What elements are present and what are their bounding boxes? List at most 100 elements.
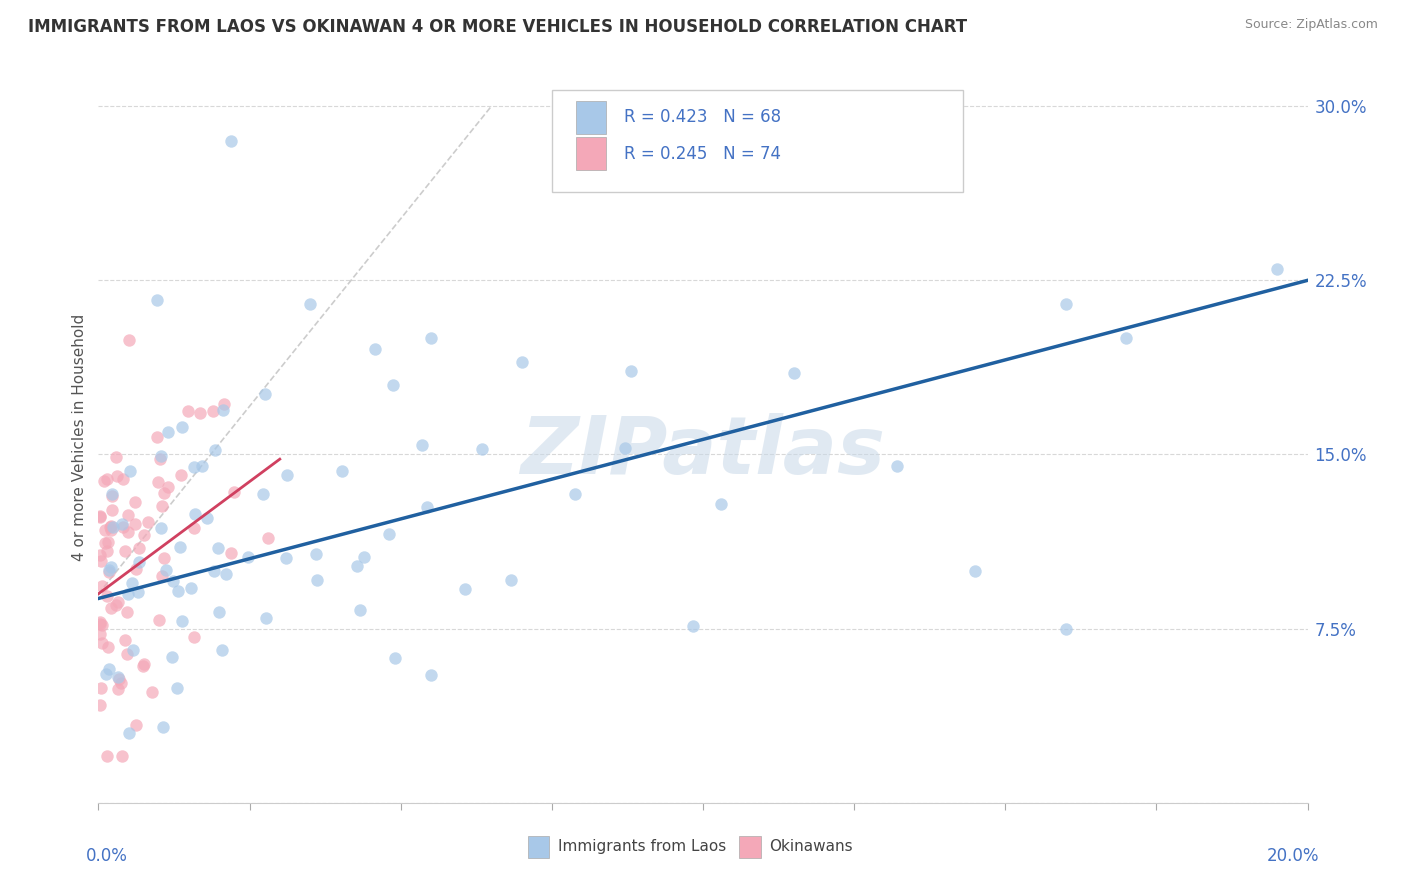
Point <box>100 519 122 533</box>
Point <box>166 681 188 696</box>
Point <box>90 681 112 695</box>
Point <box>110 676 132 690</box>
Text: ZIPatlas: ZIPatlas <box>520 413 886 491</box>
Point <box>170 468 193 483</box>
Point <box>614 441 637 455</box>
Point <box>117 647 139 661</box>
Point <box>114 544 136 558</box>
Point <box>180 581 202 595</box>
Point <box>128 555 150 569</box>
Point <box>91 579 114 593</box>
Point <box>219 546 242 560</box>
Point <box>111 749 134 764</box>
Bar <box>576 101 606 134</box>
Point <box>160 649 183 664</box>
Point <box>89 510 111 524</box>
Point <box>177 404 200 418</box>
Point <box>1115 331 1137 345</box>
Point <box>349 603 371 617</box>
Point <box>100 523 122 537</box>
Point <box>120 464 142 478</box>
Point <box>111 520 134 534</box>
Point <box>155 563 177 577</box>
Point <box>90 554 112 568</box>
Text: R = 0.423   N = 68: R = 0.423 N = 68 <box>624 109 782 127</box>
Point <box>378 527 401 541</box>
Point <box>150 500 173 514</box>
Point <box>107 595 129 609</box>
Point <box>146 430 169 444</box>
Point <box>128 541 150 555</box>
Point <box>127 585 149 599</box>
Point <box>305 547 328 561</box>
Point <box>112 472 135 486</box>
Point <box>510 354 533 368</box>
Point <box>162 574 184 588</box>
Point <box>381 378 404 392</box>
Point <box>783 366 806 380</box>
Point <box>105 469 128 483</box>
Text: IMMIGRANTS FROM LAOS VS OKINAWAN 4 OR MORE VEHICLES IN HOUSEHOLD CORRELATION CHA: IMMIGRANTS FROM LAOS VS OKINAWAN 4 OR MO… <box>28 18 967 36</box>
Point <box>89 698 111 713</box>
Point <box>91 636 114 650</box>
Point <box>183 521 205 535</box>
Point <box>202 404 225 418</box>
Point <box>307 573 329 587</box>
Point <box>125 718 148 732</box>
Point <box>149 451 172 466</box>
Text: Okinawans: Okinawans <box>769 839 853 855</box>
Point <box>104 450 127 465</box>
Point <box>152 550 174 565</box>
Y-axis label: 4 or more Vehicles in Household: 4 or more Vehicles in Household <box>72 313 87 561</box>
Point <box>1054 296 1077 310</box>
Point <box>169 541 191 555</box>
Point <box>145 293 167 307</box>
Point <box>98 566 121 580</box>
Point <box>98 520 121 534</box>
Point <box>100 560 122 574</box>
Bar <box>527 836 550 858</box>
Point <box>184 507 207 521</box>
Point <box>204 442 226 457</box>
Point <box>148 614 170 628</box>
Point <box>107 671 129 685</box>
Point <box>96 471 118 485</box>
Point <box>236 550 259 565</box>
Point <box>224 484 246 499</box>
Point <box>682 619 704 633</box>
Point <box>93 474 115 488</box>
Point <box>148 475 170 490</box>
Point <box>114 633 136 648</box>
Point <box>195 511 218 525</box>
Point <box>101 487 124 501</box>
Point <box>190 458 212 473</box>
Point <box>188 406 211 420</box>
Point <box>411 438 433 452</box>
Point <box>98 563 121 577</box>
Point <box>141 684 163 698</box>
Point <box>384 650 406 665</box>
Point <box>172 420 194 434</box>
Point <box>1267 262 1289 277</box>
Point <box>420 668 443 682</box>
Point <box>111 516 134 531</box>
Point <box>710 497 733 511</box>
Point <box>156 480 179 494</box>
Point <box>93 536 115 550</box>
Point <box>124 517 146 532</box>
Point <box>886 459 908 474</box>
Point <box>150 521 173 535</box>
Point <box>118 726 141 740</box>
Point <box>124 495 146 509</box>
Point <box>89 508 111 523</box>
Point <box>152 720 174 734</box>
Point <box>211 643 233 657</box>
Text: Source: ZipAtlas.com: Source: ZipAtlas.com <box>1244 18 1378 31</box>
Point <box>108 672 131 686</box>
Bar <box>576 137 606 170</box>
Point <box>91 618 114 632</box>
Point <box>149 449 172 463</box>
Text: R = 0.245   N = 74: R = 0.245 N = 74 <box>624 145 782 163</box>
Text: Immigrants from Laos: Immigrants from Laos <box>558 839 725 855</box>
Point <box>97 640 120 654</box>
